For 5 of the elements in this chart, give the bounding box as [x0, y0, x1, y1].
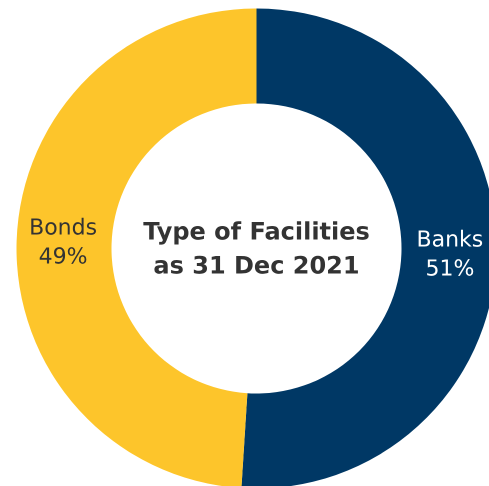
text: Type of Facilities as 31 Dec 2021	[143, 218, 370, 280]
data-label: 49%	[38, 244, 88, 270]
slice-label: Banks	[416, 228, 484, 253]
data-label: 51%	[425, 256, 474, 282]
slice-label: Bonds	[29, 216, 98, 241]
